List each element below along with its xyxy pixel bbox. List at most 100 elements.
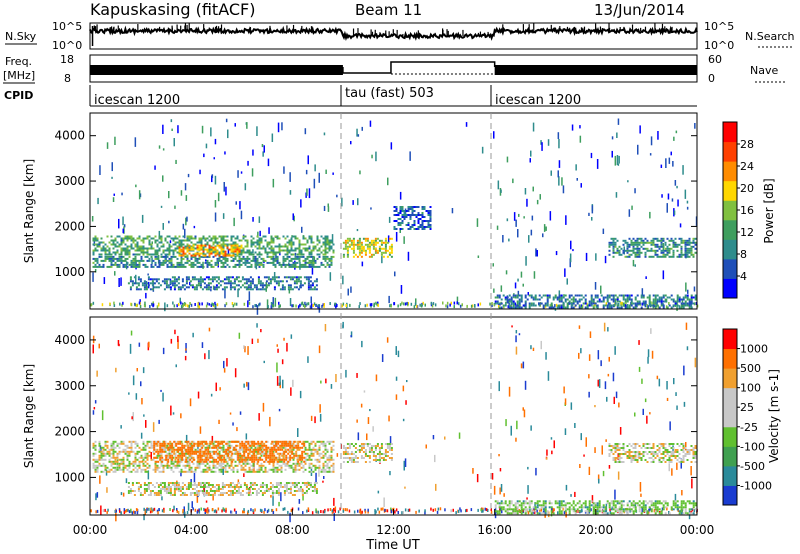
echo-cell: [324, 251, 327, 254]
echo-cell: [206, 255, 209, 258]
echo-cell: [498, 302, 501, 305]
echo-cell: [266, 448, 269, 451]
echo-cell: [116, 245, 119, 248]
echo-cell: [155, 280, 158, 283]
echo-speck: [505, 419, 507, 427]
echo-cell: [265, 280, 268, 283]
ground-scatter: [434, 508, 437, 512]
echo-cell: [170, 263, 173, 266]
echo-cell: [108, 249, 111, 252]
echo-cell: [210, 239, 213, 242]
echo-cell: [190, 442, 193, 445]
echo-cell: [608, 304, 611, 307]
echo-cell: [399, 210, 402, 212]
echo-cell: [219, 280, 222, 283]
echo-cell: [634, 253, 637, 256]
echo-cell: [200, 243, 203, 246]
echo-cell: [226, 235, 229, 238]
echo-cell: [423, 220, 426, 222]
echo-cell: [112, 263, 115, 266]
ground-scatter: [499, 507, 502, 511]
echo-cell: [198, 254, 201, 257]
echo-cell: [282, 249, 285, 252]
echo-cell: [190, 235, 193, 238]
echo-cell: [294, 255, 297, 258]
echo-cell: [156, 466, 159, 469]
ground-scatter: [413, 305, 416, 309]
echo-speck: [229, 412, 232, 415]
echo-cell: [423, 228, 426, 230]
echo-cell: [296, 454, 299, 457]
echo-cell: [399, 218, 402, 220]
echo-cell: [122, 470, 125, 473]
echo-cell: [413, 206, 416, 208]
echo-cell: [278, 243, 281, 246]
echo-cell: [282, 259, 285, 262]
echo-cell: [576, 294, 579, 297]
echo-speck: [205, 259, 207, 262]
echo-cell: [269, 278, 272, 281]
echo-speck: [409, 151, 411, 161]
echo-cell: [180, 241, 183, 244]
echo-cell: [217, 278, 220, 281]
echo-cell: [224, 468, 227, 471]
echo-cell: [656, 300, 659, 303]
echo-cell: [144, 452, 147, 455]
echo-cell: [240, 468, 243, 471]
echo-cell: [208, 466, 211, 469]
echo-cell: [204, 454, 207, 457]
echo-cell: [278, 245, 281, 248]
echo-cell: [411, 212, 414, 214]
echo-cell: [640, 294, 643, 297]
echo-cell: [306, 448, 309, 451]
echo-cell: [122, 239, 125, 242]
echo-cell: [157, 286, 160, 289]
echo-speck: [170, 405, 172, 416]
echo-speck: [377, 490, 380, 494]
ground-scatter: [484, 507, 486, 511]
echo-cell: [102, 454, 105, 457]
echo-speck: [531, 215, 534, 221]
echo-cell: [326, 251, 329, 254]
echo-cell: [235, 278, 238, 281]
echo-cell: [267, 278, 270, 281]
echo-cell: [202, 444, 205, 447]
echo-cell: [94, 468, 97, 471]
echo-cell: [142, 263, 145, 266]
echo-speck: [120, 277, 122, 286]
echo-cell: [174, 265, 177, 268]
ground-scatter: [143, 507, 145, 511]
echo-speck: [390, 142, 393, 150]
echo-cell: [176, 245, 179, 248]
echo-speck: [638, 366, 641, 372]
echo-speck: [508, 238, 510, 242]
echo-cell: [222, 255, 225, 258]
echo-cell: [170, 460, 173, 463]
echo-cell: [256, 257, 259, 260]
echo-speck: [313, 178, 316, 189]
echo-cell: [212, 248, 215, 251]
echo-speck: [142, 367, 145, 374]
echo-cell: [644, 241, 647, 244]
echo-cell: [228, 444, 231, 447]
echo-cell: [290, 442, 293, 445]
echo-speck: [152, 282, 155, 292]
echo-cell: [120, 241, 123, 244]
echo-cell: [142, 462, 145, 465]
echo-speck: [682, 165, 684, 175]
echo-cell: [648, 296, 651, 299]
echo-cell: [164, 446, 167, 449]
echo-cell: [126, 464, 129, 467]
echo-speck: [305, 192, 307, 198]
echo-cell: [150, 263, 153, 266]
echo-cell: [168, 259, 171, 262]
echo-speck: [601, 445, 603, 455]
echo-cell: [429, 220, 432, 222]
echo-cell: [612, 239, 615, 242]
echo-cell: [98, 442, 101, 445]
echo-cell: [324, 235, 327, 238]
echo-cell: [224, 235, 227, 238]
ground-scatter: [605, 302, 608, 306]
echo-cell: [654, 296, 657, 299]
echo-speck: [675, 392, 677, 396]
